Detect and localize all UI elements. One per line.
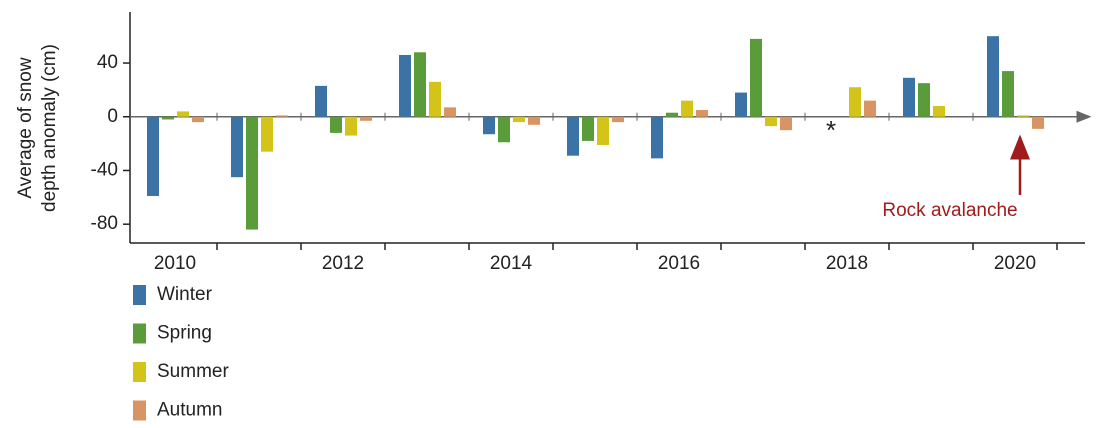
bar [1017, 115, 1029, 117]
legend-label: Autumn [157, 400, 222, 421]
bar [444, 107, 456, 117]
bar [147, 116, 159, 196]
y-axis-label: depth anomaly (cm) [39, 44, 60, 212]
y-tick-label: -80 [91, 213, 118, 234]
bar [231, 116, 243, 178]
bar [765, 116, 777, 127]
y-axis-label: Average of snow [15, 57, 36, 198]
bar [903, 77, 915, 117]
bar [681, 100, 693, 117]
bar [345, 116, 357, 136]
bar [414, 52, 426, 117]
bar [666, 112, 678, 117]
legend-swatch [133, 285, 146, 305]
bar [597, 116, 609, 145]
bar [918, 83, 930, 117]
bar [246, 116, 258, 230]
legend-swatch [133, 323, 146, 344]
bar [1002, 71, 1014, 117]
x-tick-label: 2018 [826, 253, 868, 274]
bar [933, 106, 945, 117]
bar [162, 116, 174, 120]
x-tick-label: 2014 [490, 253, 533, 274]
bar [276, 115, 288, 117]
bar [498, 116, 510, 143]
legend-swatch [133, 400, 146, 421]
bar [612, 116, 624, 123]
annotation-text: Rock avalanche [882, 200, 1017, 221]
bar [696, 110, 708, 117]
legend-label: Winter [157, 284, 213, 305]
y-tick-label: 40 [97, 52, 118, 73]
bar [483, 116, 495, 135]
bar [192, 116, 204, 123]
legend-swatch [133, 362, 146, 382]
bar [567, 116, 579, 156]
bar [864, 100, 876, 117]
x-tick-label: 2020 [994, 253, 1036, 274]
bar [330, 116, 342, 133]
bar [849, 87, 861, 117]
bar [513, 116, 525, 123]
bar [1032, 116, 1044, 129]
annotation-asterisk: * [826, 115, 836, 145]
x-tick-label: 2010 [154, 253, 196, 274]
legend-label: Summer [157, 361, 229, 382]
bar [750, 38, 762, 117]
bar [429, 81, 441, 117]
bar [735, 92, 747, 117]
bar [315, 85, 327, 117]
legend-label: Spring [157, 323, 212, 344]
bar [177, 111, 189, 117]
bar [582, 116, 594, 141]
y-tick-label: -40 [91, 159, 118, 180]
y-tick-label: 0 [107, 106, 118, 127]
bar [528, 116, 540, 125]
x-tick-label: 2016 [658, 253, 700, 274]
bar [987, 36, 999, 117]
bar [261, 116, 273, 152]
bar [651, 116, 663, 159]
bar [399, 54, 411, 117]
x-tick-label: 2012 [322, 253, 364, 274]
bar [780, 116, 792, 131]
bar [360, 116, 372, 121]
